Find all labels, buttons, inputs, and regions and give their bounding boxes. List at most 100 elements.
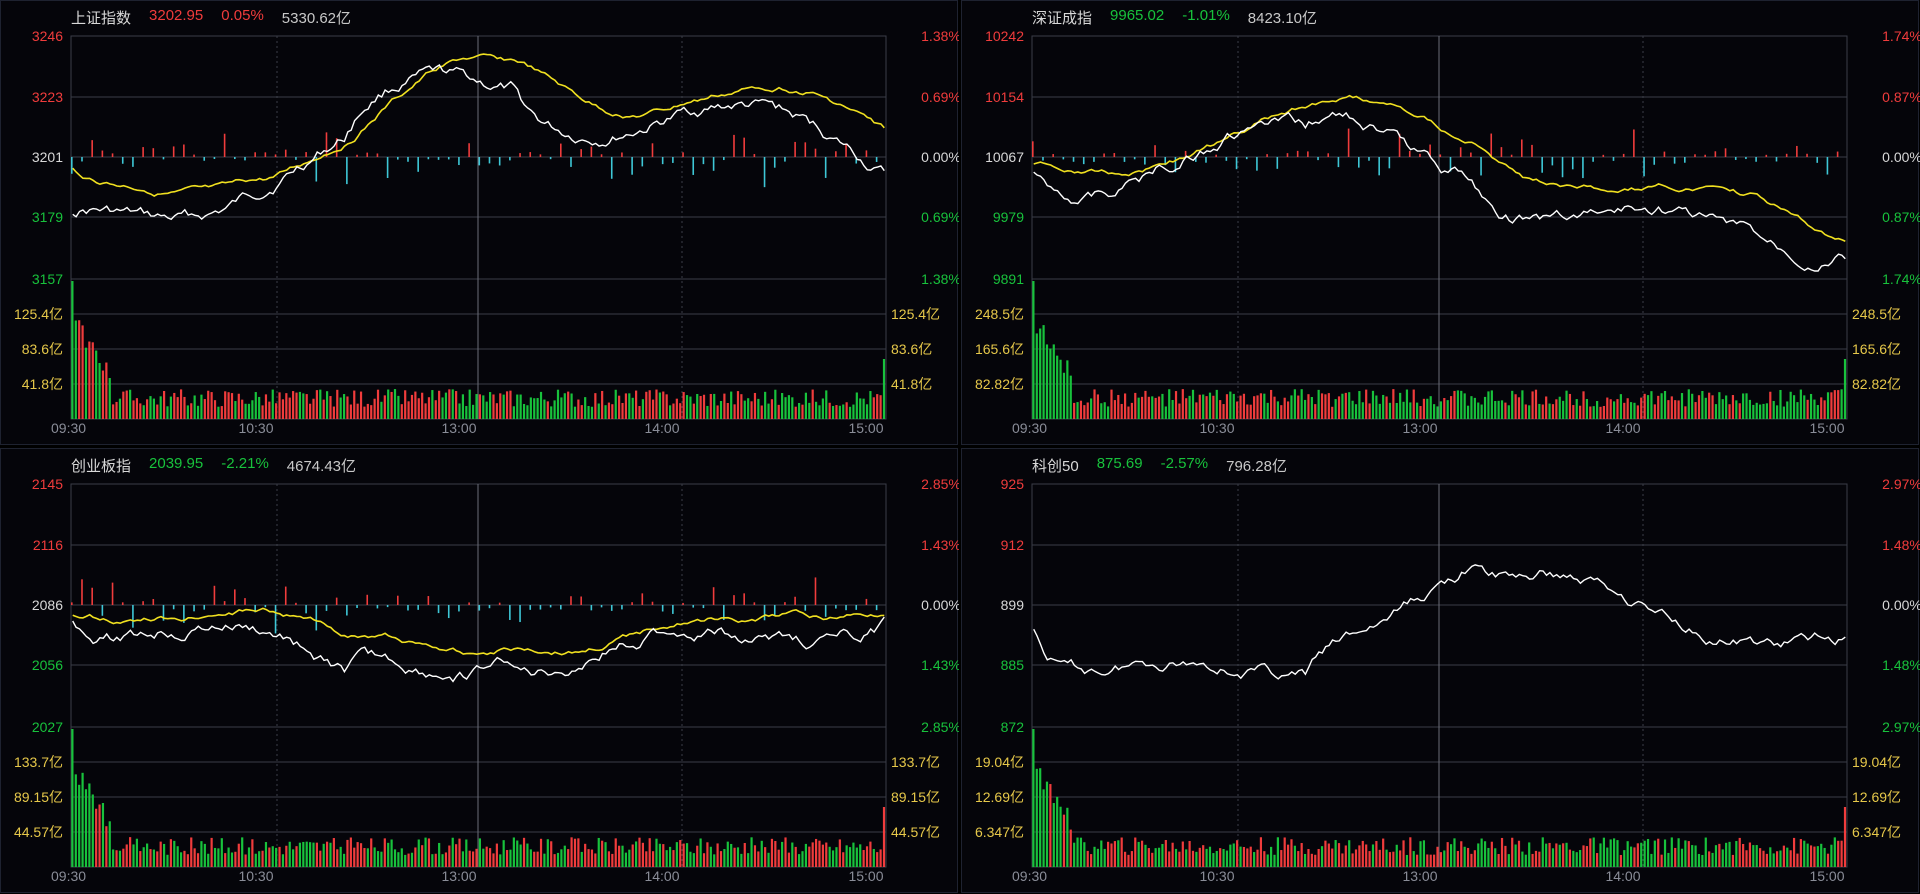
- intraday-chart[interactable]: 2145 2116 2086 2056 2027 2.85% 1.43% 0.00% 1.43%…: [1, 449, 959, 894]
- volume-bar: [1657, 395, 1660, 419]
- panel-shanghai-index[interactable]: 3246 3223 3201 3179 3157 1.38% 0.69% 0.00% 0.69%…: [0, 0, 959, 446]
- volume-bar: [261, 405, 264, 419]
- volume-bar: [329, 842, 332, 867]
- volume-bar: [1541, 404, 1544, 419]
- volume-bar: [149, 396, 152, 419]
- volume-bar: [855, 392, 858, 419]
- volume-bar: [1412, 851, 1415, 867]
- breadth-bar: [570, 596, 572, 605]
- volume-bar: [658, 392, 661, 419]
- breadth-bar: [763, 605, 766, 621]
- breadth-bar: [1734, 157, 1737, 160]
- breadth-bar: [325, 605, 328, 611]
- breadth-bar: [1836, 151, 1839, 157]
- volume-bar: [505, 850, 509, 867]
- panel-chinext-index[interactable]: 2145 2116 2086 2056 2027 2.85% 1.43% 0.00% 1.43%…: [0, 448, 959, 894]
- volume-bar: [1164, 406, 1167, 419]
- volume-bar: [366, 403, 369, 419]
- breadth-bar: [753, 154, 756, 157]
- volume-bar: [519, 394, 522, 419]
- breadth-bar: [641, 157, 644, 167]
- volume-bar: [1765, 403, 1768, 419]
- volume-bar: [584, 843, 587, 867]
- volume-bar: [434, 400, 437, 419]
- volume-bar: [1157, 396, 1161, 419]
- volume-bar: [618, 395, 621, 419]
- volume-bar: [1460, 390, 1463, 419]
- volume-bar: [380, 401, 383, 419]
- volume-bar: [1246, 848, 1249, 867]
- volume-bar: [254, 392, 257, 419]
- breadth-bar: [132, 157, 134, 167]
- volume-bar: [342, 853, 346, 867]
- volume-bar: [1738, 837, 1741, 867]
- volume-bar: [550, 841, 553, 867]
- time-label: 13:00: [441, 868, 476, 884]
- volume-bar: [1399, 392, 1402, 419]
- breadth-bar: [1205, 157, 1207, 163]
- breadth-bar: [1775, 157, 1778, 162]
- volume-bar: [1059, 806, 1062, 867]
- volume-bar: [1286, 401, 1290, 419]
- volume-bar: [1191, 389, 1195, 419]
- intraday-chart[interactable]: 10242 10154 10067 9979 9891 1.74% 0.87% 0.00% 0.…: [962, 1, 1920, 446]
- breadth-bar: [1358, 157, 1360, 168]
- intraday-chart[interactable]: 925 912 899 885 872 2.97% 1.48% 0.00% 1.48% 2.97%…: [962, 449, 1920, 894]
- volume-tick-label: 83.6亿: [22, 341, 63, 357]
- volume-tick-label: 44.57亿: [14, 824, 63, 840]
- volume-bar: [1660, 393, 1663, 419]
- volume-bar: [1514, 844, 1517, 867]
- breadth-bar: [458, 157, 460, 166]
- panel-header: 科创50 875.69 -2.57% 796.28亿: [1032, 455, 1287, 475]
- intraday-chart[interactable]: 3246 3223 3201 3179 3157 1.38% 0.69% 0.00% 0.69%…: [1, 1, 959, 446]
- volume-bar: [1266, 854, 1269, 867]
- pct-tick-label: 0.00%: [921, 149, 959, 165]
- volume-bar: [173, 392, 176, 419]
- volume-bar: [424, 403, 427, 419]
- volume-bar: [1538, 403, 1541, 419]
- volume-bar: [319, 389, 322, 419]
- volume-bar: [580, 405, 583, 419]
- breadth-bar: [315, 605, 318, 631]
- volume-bar: [1320, 846, 1324, 867]
- volume-bar: [1236, 401, 1239, 419]
- volume-bar: [767, 403, 770, 419]
- volume-bar: [1562, 843, 1565, 867]
- breadth-bar: [417, 157, 419, 172]
- volume-bar: [502, 840, 505, 867]
- volume-bar: [604, 405, 607, 419]
- volume-bar: [590, 406, 594, 419]
- volume-bar: [1497, 400, 1500, 419]
- time-label: 10:30: [238, 420, 273, 436]
- volume-bar: [118, 398, 122, 419]
- volume-bar: [478, 394, 481, 419]
- breadth-bar: [560, 143, 562, 157]
- volume-bar: [1120, 837, 1123, 867]
- volume-bar: [441, 854, 444, 867]
- volume-bar: [281, 399, 285, 419]
- volume-bar: [594, 393, 597, 419]
- volume-bar: [159, 841, 162, 867]
- volume-bar: [275, 403, 278, 419]
- time-label: 09:30: [51, 420, 86, 436]
- volume-bar: [1256, 849, 1259, 867]
- volume-bar: [1100, 403, 1103, 419]
- volume-bar: [492, 853, 495, 867]
- volume-bar: [241, 837, 244, 867]
- breadth-bar: [784, 602, 786, 605]
- breadth-bar: [1154, 145, 1156, 157]
- volume-bar: [203, 843, 206, 867]
- panel-star-50[interactable]: 925 912 899 885 872 2.97% 1.48% 0.00% 1.48% 2.97%…: [961, 448, 1920, 894]
- price-tick-label: 899: [1001, 597, 1025, 613]
- volume-bar: [1619, 394, 1622, 419]
- panel-shenzhen-component[interactable]: 10242 10154 10067 9979 9891 1.74% 0.87% 0.00% 0.…: [961, 0, 1920, 446]
- index-price: 875.69: [1096, 455, 1143, 472]
- volume-bar: [315, 390, 318, 419]
- breadth-bar: [1429, 144, 1431, 157]
- volume-bar: [353, 390, 356, 419]
- volume-bar: [1402, 401, 1405, 419]
- breadth-bar: [1612, 157, 1615, 161]
- volume-bar: [1039, 768, 1042, 867]
- volume-bar: [1680, 393, 1684, 419]
- breadth-bar: [580, 596, 582, 605]
